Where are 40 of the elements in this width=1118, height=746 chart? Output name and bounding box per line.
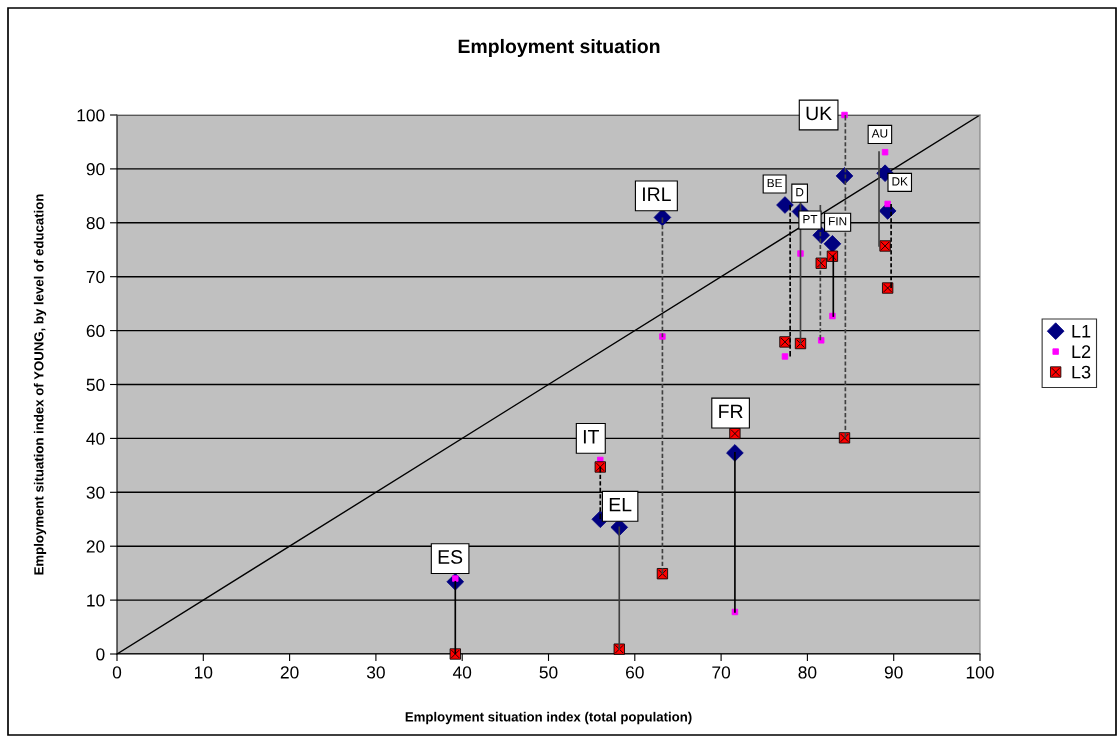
y-tick-label: 0 [96,648,105,661]
annotation: UK [806,106,832,121]
annotation: ES [438,550,463,564]
x-tick-label: 30 [366,666,385,679]
y-tick-label: 20 [86,540,105,553]
y-tick-label: 40 [86,432,105,445]
x-tick-label: 0 [112,666,122,679]
legend-label: L1 [1072,325,1091,338]
x-axis-title: Employment situation index (total population) [405,711,692,725]
annotation: FIN [829,217,847,226]
y-tick-label: 60 [86,324,105,338]
x-tick-label: 50 [539,666,558,679]
y-tick-label: 70 [86,270,105,284]
x-tick-label: 100 [966,666,994,679]
annotation: DK [892,177,908,186]
x-tick-label: 90 [884,666,903,679]
y-tick-label: 80 [86,216,105,230]
legend-label: L2 [1072,345,1091,358]
x-tick-label: 20 [280,666,299,679]
y-tick-label: 100 [77,109,105,122]
annotation: FR [719,404,743,419]
x-tick-label: 60 [626,666,644,679]
annotation: IRL [643,187,671,201]
chart-title: Employment situation [458,38,660,58]
x-tick-label: 80 [798,666,817,679]
y-tick-label: 50 [86,378,105,391]
y-axis-title: Employment situation index of YOUNG, by level of education [33,194,47,575]
annotation: BE [767,178,782,188]
annotation: AU [871,129,888,138]
annotation: EL [609,497,632,512]
y-tick-label: 90 [86,163,105,176]
y-tick-label: 10 [87,594,105,607]
x-tick-label: 40 [452,666,472,679]
x-tick-label: 10 [194,666,213,679]
x-tick-label: 70 [712,666,731,679]
y-tick-label: 30 [86,486,105,499]
annotation: PT [803,215,818,224]
legend-label: L3 [1072,365,1091,379]
annotation: D [796,188,804,197]
annotation: IT [583,430,599,444]
